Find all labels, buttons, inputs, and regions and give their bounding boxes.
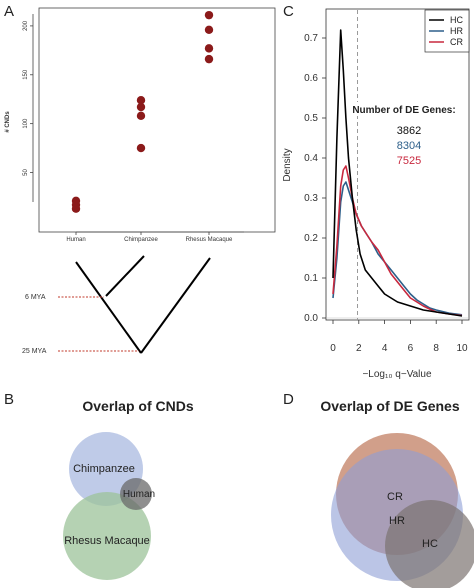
- venn-label-hr: HR: [389, 515, 405, 527]
- venn-d-title: Overlap of DE Genes: [320, 398, 459, 414]
- legend: HC HR CR: [424, 9, 470, 53]
- label-25mya: 25 MYA: [22, 348, 47, 355]
- de-genes-annotation: Number of DE Genes: 3862 8304 7525: [348, 102, 460, 167]
- y-tick-label: 0.6: [304, 73, 318, 84]
- density-curves: [332, 29, 463, 317]
- density-chart: 0.0 0.1 0.2 0.3 0.4 0.5 0.6 0.7 0 2 4 6 8 10 Density…: [282, 8, 470, 380]
- x-tick-label: Chimpanzee: [124, 237, 158, 243]
- venn-circle-rhesus-macaque: [63, 492, 151, 580]
- y-tick-label: 0.3: [304, 193, 318, 204]
- panel-letter-b: B: [4, 391, 14, 408]
- scatter-point: [204, 44, 214, 53]
- divergence-tree: 6 MYA 25 MYA: [22, 255, 211, 355]
- scatter-point: [204, 10, 214, 20]
- scatter-point: [136, 143, 146, 153]
- de-genes-venn-diagram: Overlap of DE Genes CR HR HC: [320, 398, 474, 588]
- annotation-title: Number of DE Genes:: [352, 105, 455, 116]
- annotation-count-hr: 8304: [397, 140, 421, 152]
- scatter-point: [204, 54, 214, 64]
- x-tick-label: 10: [456, 343, 468, 354]
- x-tick-label: 2: [356, 343, 362, 354]
- venn-circle-hc: [385, 500, 474, 588]
- density-line-hc: [332, 29, 463, 317]
- y-tick-label: 0.4: [304, 153, 318, 164]
- legend-box: [424, 9, 470, 53]
- y-tick-label: 0.0: [304, 313, 318, 324]
- y-tick-label: 0.2: [304, 233, 318, 244]
- x-axis-ticks: Human Chimpanzee Rhesus Macaque: [66, 232, 233, 243]
- label-6mya: 6 MYA: [25, 294, 46, 301]
- tree-branch-rhesus: [140, 257, 211, 354]
- density-line-hr: [332, 181, 463, 316]
- x-tick-label: 8: [433, 343, 439, 354]
- venn-label-hc: HC: [422, 538, 438, 550]
- panel-letter-a: A: [4, 3, 14, 20]
- y-axis-label: Density: [282, 148, 293, 181]
- y-axis-label: # CNDs: [5, 111, 11, 133]
- venn-label-rhesus-macaque: Rhesus Macaque: [64, 535, 150, 547]
- y-tick-label: 0.1: [304, 273, 318, 284]
- legend-label-cr: CR: [450, 37, 463, 47]
- legend-label-hr: HR: [450, 26, 463, 36]
- density-plot-frame: [325, 8, 470, 321]
- panel-letter-c: C: [283, 3, 294, 20]
- annotation-background: [348, 102, 460, 116]
- x-tick-label: 4: [382, 343, 388, 354]
- legend-label-hc: HC: [450, 15, 463, 25]
- y-tick-label: 50: [23, 169, 29, 176]
- x-axis-ticks: 0 2 4 6 8 10: [330, 320, 468, 354]
- density-line-cr: [332, 165, 463, 317]
- annotation-count-cr: 7525: [397, 155, 421, 167]
- venn-label-human: Human: [123, 489, 155, 500]
- scatter-point: [71, 204, 81, 213]
- panel-letter-d: D: [283, 391, 294, 408]
- y-tick-label: 150: [23, 69, 29, 80]
- venn-b-title: Overlap of CNDs: [82, 398, 193, 414]
- tree-branch-chimpanzee: [105, 255, 145, 297]
- venn-label-chimpanzee: Chimpanzee: [73, 463, 135, 475]
- y-axis-ticks: 50 100 150 200: [23, 20, 33, 176]
- venn-circle-human: [120, 478, 152, 510]
- y-tick-label: 200: [23, 20, 29, 31]
- scatter-point: [204, 25, 214, 35]
- y-axis-ticks: 0.0 0.1 0.2 0.3 0.4 0.5 0.6 0.7: [304, 33, 326, 324]
- cnd-scatter-chart: 50 100 150 200 Human Chimpanzee Rhesus Macaqu…: [5, 7, 276, 243]
- venn-label-cr: CR: [387, 491, 403, 503]
- annotation-count-hc: 3862: [397, 125, 421, 137]
- scatter-point: [136, 111, 146, 121]
- x-tick-label: 6: [408, 343, 414, 354]
- scatter-points: [71, 10, 214, 213]
- x-tick-label: Human: [66, 237, 85, 243]
- tree-branch-human: [75, 261, 142, 354]
- y-tick-label: 0.5: [304, 113, 318, 124]
- scatter-point: [136, 95, 146, 105]
- y-tick-label: 0.7: [304, 33, 318, 44]
- x-tick-label: 0: [330, 343, 336, 354]
- y-tick-label: 100: [23, 118, 29, 129]
- scatter-point: [136, 102, 146, 112]
- cnd-venn-diagram: Overlap of CNDs Chimpanzee Human Rhesus …: [63, 398, 194, 580]
- x-axis-label: −Log₁₀ q−Value: [362, 369, 432, 380]
- x-tick-label: Rhesus Macaque: [186, 237, 233, 243]
